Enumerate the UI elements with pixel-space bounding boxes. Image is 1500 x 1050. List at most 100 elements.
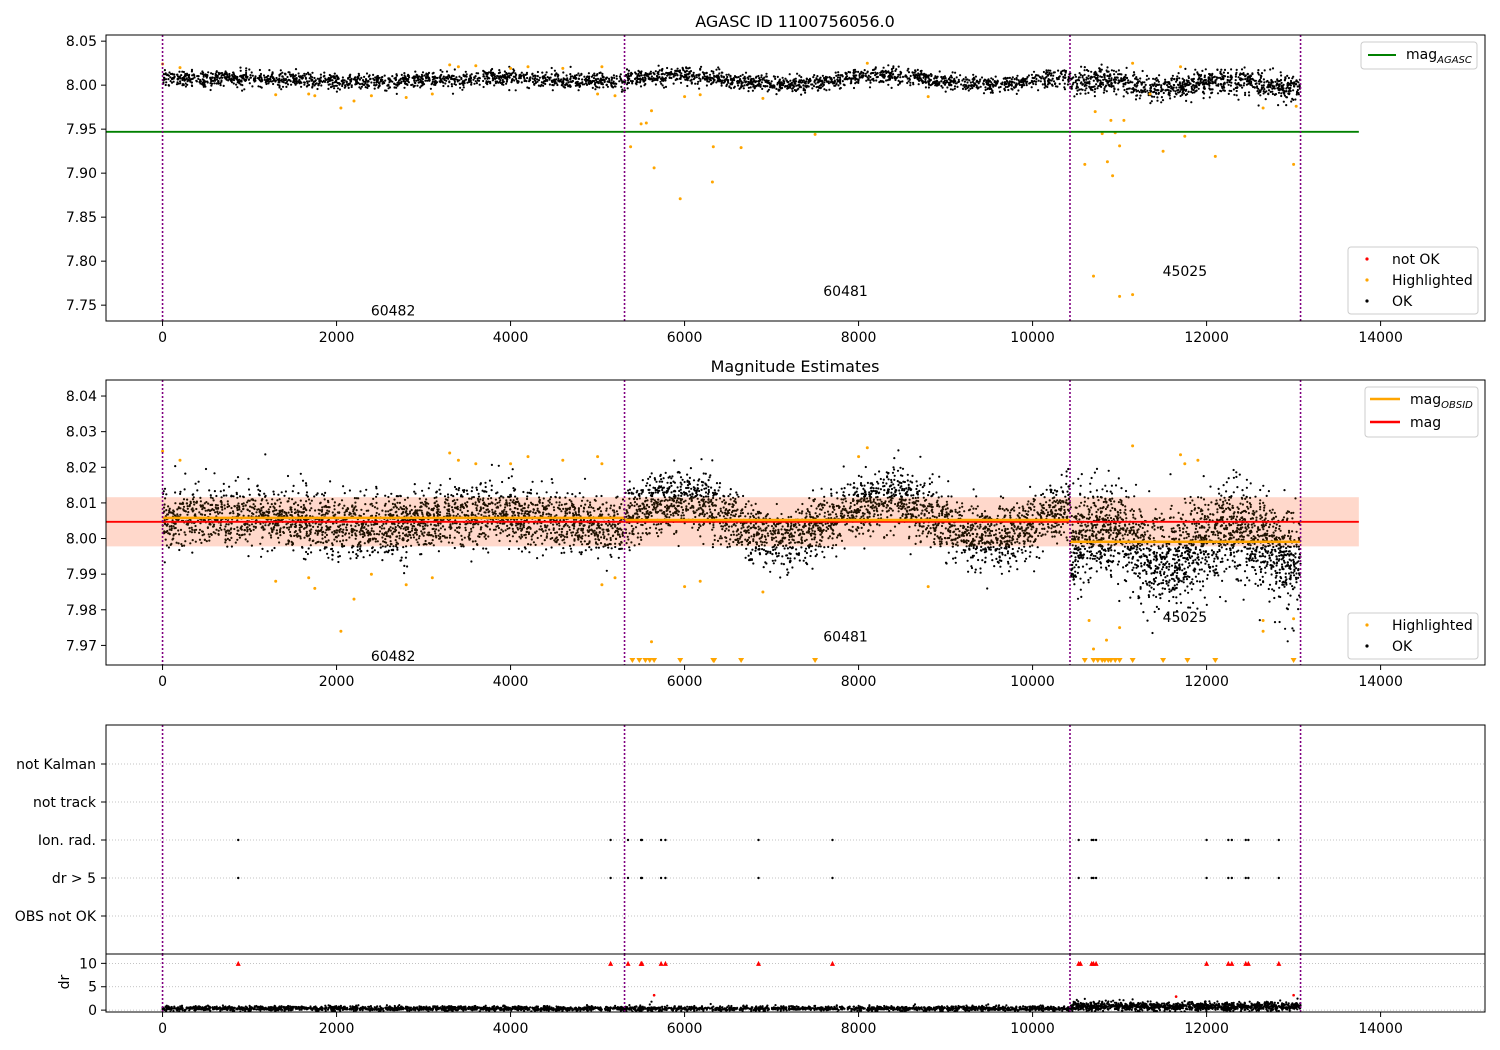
agasc-ok-point bbox=[859, 72, 862, 75]
agasc-ok-point bbox=[1248, 94, 1251, 97]
agasc-ok-point bbox=[1163, 81, 1166, 84]
mag-ok-point bbox=[508, 502, 511, 505]
mag-ok-point bbox=[593, 529, 596, 532]
agasc-ok-point bbox=[584, 82, 588, 85]
agasc-ok-point bbox=[434, 80, 437, 83]
mag-ok-point bbox=[367, 534, 370, 537]
agasc-ok-point bbox=[949, 88, 953, 91]
mag-ok-point bbox=[307, 498, 311, 501]
agasc-ok-point bbox=[395, 73, 398, 76]
agasc-ok-point bbox=[494, 82, 497, 85]
mag-ok-point bbox=[264, 453, 267, 456]
agasc-ok-point bbox=[1138, 90, 1141, 94]
agasc-ok-point bbox=[854, 78, 857, 81]
agasc-ok-point bbox=[329, 77, 332, 80]
agasc-ok-point bbox=[695, 74, 698, 77]
agasc-ok-point bbox=[184, 78, 187, 81]
agasc-ok-point bbox=[1010, 78, 1013, 81]
agasc-ok-point bbox=[652, 71, 655, 74]
agasc-ok-point bbox=[1127, 79, 1130, 82]
agasc-ok-point bbox=[869, 81, 872, 84]
agasc-ok-point bbox=[240, 80, 243, 83]
agasc-highlighted-point bbox=[650, 109, 653, 113]
agasc-ok-point bbox=[453, 68, 456, 71]
mag-ok-point bbox=[450, 494, 453, 497]
agasc-ok-point bbox=[907, 71, 911, 74]
agasc-ok-point bbox=[812, 85, 816, 88]
agasc-ok-point bbox=[310, 79, 313, 82]
mag-ok-point bbox=[211, 497, 214, 500]
agasc-ok-point bbox=[1044, 84, 1047, 88]
agasc-ok-point bbox=[732, 86, 736, 89]
mag-ok-point bbox=[170, 524, 173, 528]
agasc-ok-point bbox=[962, 84, 965, 87]
agasc-ok-point bbox=[965, 85, 968, 88]
mag-ok-point bbox=[380, 527, 383, 530]
agasc-ok-point bbox=[953, 85, 957, 88]
mag-ok-point bbox=[373, 533, 376, 536]
agasc-ok-point bbox=[1061, 79, 1065, 82]
agasc-ok-point bbox=[968, 79, 971, 82]
agasc-ok-point bbox=[895, 76, 898, 79]
agasc-ok-point bbox=[1223, 82, 1226, 85]
agasc-ok-point bbox=[608, 79, 611, 82]
agasc-ok-point bbox=[661, 78, 664, 81]
agasc-ok-point bbox=[367, 84, 370, 87]
agasc-ok-point bbox=[375, 78, 378, 81]
agasc-y-tick-label: 7.90 bbox=[66, 166, 97, 182]
mag-ok-point bbox=[468, 531, 471, 535]
agasc-ok-point bbox=[1257, 69, 1260, 72]
agasc-ok-point bbox=[416, 74, 419, 77]
mag-ok-point bbox=[580, 522, 583, 525]
agasc-ok-point bbox=[1218, 76, 1222, 79]
agasc-ok-point bbox=[294, 74, 297, 77]
agasc-ok-point bbox=[1134, 88, 1137, 91]
agasc-ok-point bbox=[928, 83, 931, 86]
agasc-ok-point bbox=[1013, 78, 1016, 81]
agasc-ok-point bbox=[1203, 92, 1206, 95]
agasc-ok-point bbox=[927, 86, 931, 89]
agasc-ok-point bbox=[1173, 78, 1176, 81]
agasc-ok-point bbox=[1175, 93, 1178, 96]
agasc-ok-point bbox=[861, 74, 864, 77]
agasc-ok-point bbox=[1099, 82, 1102, 85]
mag-ok-point bbox=[571, 512, 575, 515]
agasc-ok-point bbox=[1289, 82, 1292, 85]
agasc-ok-point bbox=[685, 67, 688, 70]
mag-ok-point bbox=[435, 491, 438, 494]
agasc-ok-point bbox=[661, 67, 664, 71]
agasc-ok-point bbox=[621, 81, 624, 84]
mag-ok-point bbox=[534, 543, 537, 547]
mag-ok-point bbox=[595, 527, 598, 530]
mag-ok-point bbox=[392, 545, 395, 548]
agasc-ok-point bbox=[776, 83, 779, 86]
legend-mag-agasc-label-sub: AGASC bbox=[1436, 55, 1472, 66]
agasc-ok-point bbox=[887, 71, 890, 74]
agasc-ok-point bbox=[660, 82, 663, 85]
agasc-ok-point bbox=[413, 77, 416, 80]
agasc-ok-point bbox=[1280, 94, 1283, 98]
agasc-ok-point bbox=[950, 74, 953, 77]
agasc-highlighted-point bbox=[352, 99, 356, 103]
mag-ok-point bbox=[615, 510, 619, 513]
agasc-ok-point bbox=[829, 81, 833, 84]
agasc-ok-point bbox=[1091, 76, 1094, 79]
agasc-ok-point bbox=[278, 73, 281, 76]
mag-ok-point bbox=[309, 502, 312, 505]
mag-ok-point bbox=[248, 493, 251, 496]
agasc-ok-point bbox=[699, 67, 702, 70]
mag-ok-point bbox=[320, 526, 323, 529]
agasc-ok-point bbox=[1192, 77, 1195, 80]
agasc-ok-point bbox=[292, 75, 295, 78]
agasc-ok-point bbox=[1110, 82, 1113, 86]
agasc-ok-point bbox=[180, 74, 183, 77]
agasc-ok-point bbox=[587, 81, 590, 85]
agasc-ok-point bbox=[967, 89, 970, 92]
mag-ok-point bbox=[453, 546, 456, 550]
agasc-ok-point bbox=[374, 76, 377, 79]
agasc-ok-point bbox=[201, 73, 204, 76]
mag-ok-point bbox=[236, 476, 240, 479]
agasc-ok-point bbox=[548, 83, 552, 86]
agasc-ok-point bbox=[815, 86, 818, 89]
mag-ok-point bbox=[320, 510, 323, 513]
